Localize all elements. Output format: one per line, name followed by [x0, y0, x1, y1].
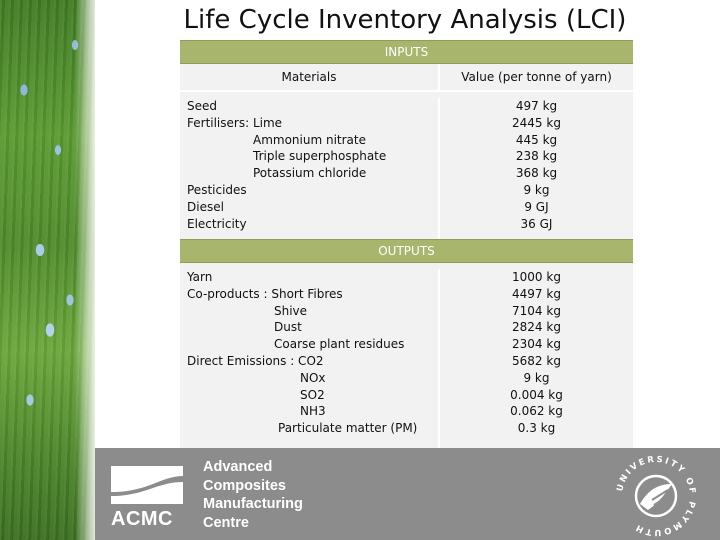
- inputs-item-label: Fertilisers: Lime: [187, 115, 283, 130]
- lci-table: INPUTS Materials Value (per tonne of yar…: [180, 40, 633, 455]
- acmc-logo-text: ACMC: [111, 508, 173, 530]
- inputs-item-value: 368 kg: [515, 166, 558, 181]
- outputs-body: Yarn Co-products : Short Fibres Shive Dust C…: [180, 263, 633, 455]
- org-line: Advanced: [203, 459, 273, 475]
- inputs-header-row: Materials Value (per tonne of yarn): [180, 64, 633, 92]
- outputs-item-label: Direct Emissions : CO2: [187, 353, 324, 368]
- org-line: Composites: [203, 477, 286, 494]
- outputs-labels: Yarn Co-products : Short Fibres Shive Dust C…: [180, 269, 440, 455]
- materials-header: Materials: [180, 64, 440, 90]
- inputs-item-label: Ammonium nitrate: [253, 132, 366, 147]
- flax-field-photo: [0, 0, 95, 540]
- outputs-item-label: NOx: [300, 370, 326, 385]
- inputs-item-value: 2445 kg: [512, 115, 561, 130]
- outputs-item-label: Coarse plant residues: [274, 337, 405, 352]
- outputs-item-label: Yarn: [187, 270, 213, 284]
- inputs-values: 497 kg 2445 kg 445 kg 238 kg 368 kg 9 kg 9 GJ 3…: [440, 98, 633, 239]
- inputs-body: Seed Fertilisers: Lime Ammonium nitrate Tri…: [180, 92, 633, 239]
- inputs-item-value: 238 kg: [515, 149, 558, 164]
- inputs-item-value: 36 GJ: [520, 216, 553, 231]
- inputs-item-label: Triple superphosphate: [253, 149, 387, 164]
- outputs-item-value: 7104 kg: [512, 303, 561, 318]
- inputs-item-value: 9 kg: [523, 182, 550, 197]
- outputs-item-value: 9 kg: [523, 370, 550, 385]
- footer-bar: ACMC Advanced Composites Manufacturing C…: [95, 448, 720, 540]
- outputs-item-label: Co-products : Short Fibres: [187, 286, 343, 301]
- page-title: Life Cycle Inventory Analysis (LCI): [183, 5, 627, 35]
- outputs-item-value: 2304 kg: [512, 337, 561, 352]
- outputs-item-value: 0.062 kg: [510, 404, 563, 419]
- outputs-band: OUTPUTS: [180, 239, 633, 263]
- outputs-item-value: 0.3 kg: [517, 421, 556, 436]
- inputs-item-label: Seed: [187, 99, 217, 113]
- outputs-item-value: 2824 kg: [512, 320, 561, 335]
- inputs-labels: Seed Fertilisers: Lime Ammonium nitrate Tri…: [180, 98, 440, 239]
- university-seal-icon: UNIVERSITY OF PLYMOUTH: [615, 455, 695, 537]
- outputs-item-label: Shive: [274, 303, 308, 318]
- inputs-item-label: Pesticides: [187, 182, 247, 197]
- inputs-item-label: Electricity: [187, 216, 247, 231]
- outputs-values: 1000 kg 4497 kg 7104 kg 2824 kg 2304 kg 5682 …: [440, 269, 633, 455]
- org-name: Advanced Composites Manufacturing Centre: [203, 458, 303, 532]
- outputs-item-value: 1000 kg: [512, 270, 561, 284]
- inputs-item-label: Diesel: [187, 199, 224, 214]
- value-header: Value (per tonne of yarn): [461, 70, 612, 84]
- inputs-item-value: 9 GJ: [524, 199, 549, 214]
- outputs-item-label: Particulate matter (PM): [278, 421, 418, 436]
- acmc-logo-icon: [111, 466, 183, 504]
- org-line: Manufacturing: [203, 496, 303, 512]
- org-line: Centre: [203, 514, 249, 531]
- outputs-item-value: 4497 kg: [512, 286, 561, 301]
- inputs-item-label: Potassium chloride: [253, 166, 367, 181]
- inputs-item-value: 445 kg: [515, 132, 558, 147]
- outputs-item-label: Dust: [274, 320, 302, 335]
- outputs-item-value: 0.004 kg: [510, 387, 563, 402]
- outputs-item-label: SO2: [300, 387, 325, 402]
- outputs-item-value: 5682 kg: [512, 353, 561, 368]
- outputs-item-label: NH3: [300, 404, 326, 419]
- inputs-item-value: 497 kg: [515, 99, 558, 113]
- inputs-band: INPUTS: [180, 40, 633, 64]
